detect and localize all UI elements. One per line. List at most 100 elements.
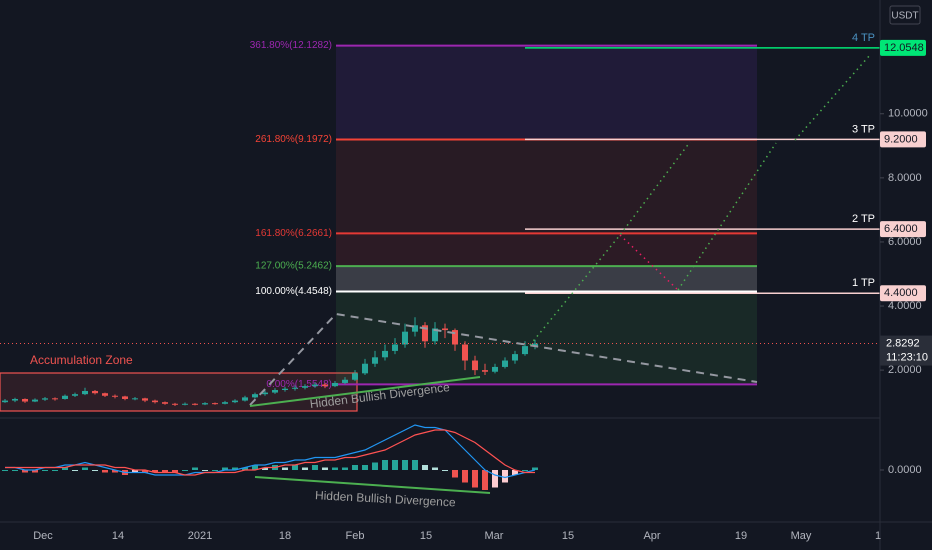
candle-body [392,344,398,351]
x-tick-label: 15 [562,530,574,542]
candle-body [332,382,338,387]
y-tick-label: 10.0000 [888,108,928,120]
candle-body [322,384,328,387]
x-tick-label: Mar [485,530,504,542]
candle-body [362,363,368,374]
histogram-bar [322,467,328,470]
histogram-bar [242,467,248,470]
histogram-bar [302,467,308,470]
currency-label: USDT [891,11,918,22]
candle-body [122,396,128,399]
x-tick-label: May [791,530,812,542]
candle-body [162,402,168,404]
histogram-bar [202,470,208,471]
candle-body [432,328,438,342]
candle-body [482,370,488,372]
price-tag [880,131,926,148]
price-tag-label: 6.4000 [884,223,918,235]
histogram-bar [252,465,258,470]
y-tick-label: 4.0000 [888,300,922,312]
histogram-bar [462,470,468,483]
histogram-bar [102,470,108,473]
histogram-bar [182,470,188,471]
x-tick-label: Apr [643,530,660,542]
last-price-tag [880,335,932,366]
candle-body [232,400,238,403]
histogram-bar [42,470,48,471]
histogram-bar [2,470,8,471]
accumulation-zone [0,372,358,412]
histogram-bar [402,460,408,470]
histogram-bar [392,460,398,470]
candle-body [382,350,388,358]
candle-body [492,366,498,372]
candle-body [112,395,118,397]
candle-body [292,387,298,389]
fib-label: 0.00%(1.5548) [266,379,332,390]
candle-body [222,402,228,404]
candle-body [102,393,108,396]
fib-zone [336,233,757,267]
price-tag-label: 4.4000 [884,287,918,299]
histogram-bar [12,470,18,471]
fib-zone [336,45,757,140]
x-tick-label: Feb [346,530,365,542]
histogram-bar [212,470,218,471]
histogram-bar [442,470,448,471]
x-tick-label: 14 [112,530,124,542]
fib-layer: 361.80%(12.1282) 261.80%(9.1972) 161.80%(6… [250,32,880,390]
fib-label: 161.80%(6.2661) [255,228,332,239]
candle-body [352,373,358,380]
candle-body [62,395,68,399]
candle-body [72,394,78,396]
price-tag [880,39,926,56]
candle-body [462,344,468,361]
x-tick-label: 15 [420,530,432,542]
histogram-bar [62,467,68,470]
candle-body [502,360,508,367]
y-tick-label: 0.0000 [888,464,922,476]
candle-body [262,392,268,395]
fib-zone [336,139,757,234]
histogram-bar [532,467,538,470]
histogram-bar [512,470,518,475]
candle-body [182,403,188,405]
histogram-bar [332,467,338,470]
background-layer [0,372,358,412]
histogram-bar [282,467,288,470]
histogram-bar [22,470,28,473]
price-tag [880,285,926,302]
candle-body [272,390,278,393]
candle-body [252,394,258,398]
price-layer [0,317,880,490]
fib-label: 100.00%(4.4548) [255,286,332,297]
histogram-bar [142,470,148,473]
projection-path [677,142,777,291]
x-tick-label: 1 [875,530,881,542]
target-name: 4 TP [852,32,875,44]
candle-body [42,398,48,400]
candle-body [22,398,28,402]
candle-body [2,400,8,403]
candle-body [302,386,308,388]
axis-layer: USDT 2.00004.00006.00008.000010.000012.0… [33,5,932,542]
fib-label: 361.80%(12.1282) [250,40,332,51]
candle-body [82,390,88,395]
histogram-bar [192,467,198,470]
histogram-bar [342,467,348,470]
candle-body [172,403,178,405]
histogram-bar [412,460,418,470]
histogram-bar [112,470,118,473]
signal-line [5,429,535,476]
histogram-bar [432,467,438,470]
last-price-label: 2.8292 [886,337,920,349]
histogram-bar [82,467,88,470]
projection-path [619,234,679,291]
currency-box [889,5,921,25]
price-tag-label: 9.2000 [884,133,918,145]
divergence-line [249,376,481,407]
histogram-bar [292,465,298,470]
candle-body [32,399,38,402]
candle-body [442,328,448,331]
